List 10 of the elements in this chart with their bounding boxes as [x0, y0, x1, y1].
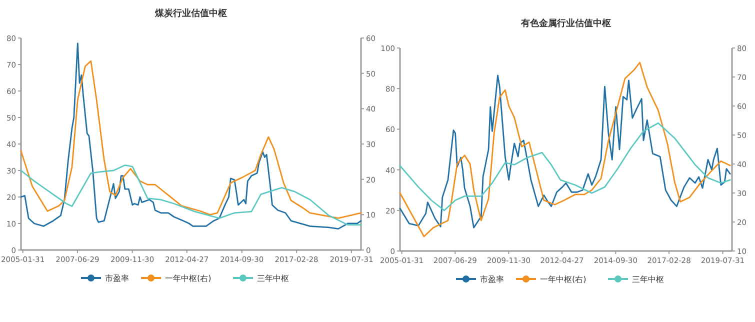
line-series — [399, 122, 731, 212]
line-series — [20, 164, 362, 226]
legend-label: 市盈率 — [105, 274, 129, 283]
chart-title: 煤炭行业估值中枢 — [154, 8, 227, 19]
chart-title: 有色金属行业估值中枢 — [520, 18, 611, 29]
legend-label: 一年中枢(右) — [540, 275, 586, 284]
legend-label: 三年中枢 — [257, 274, 289, 283]
legend-label: 一年中枢(右) — [165, 274, 212, 283]
legend-label: 三年中枢 — [632, 275, 664, 284]
legend-label: 市盈率 — [480, 275, 504, 284]
